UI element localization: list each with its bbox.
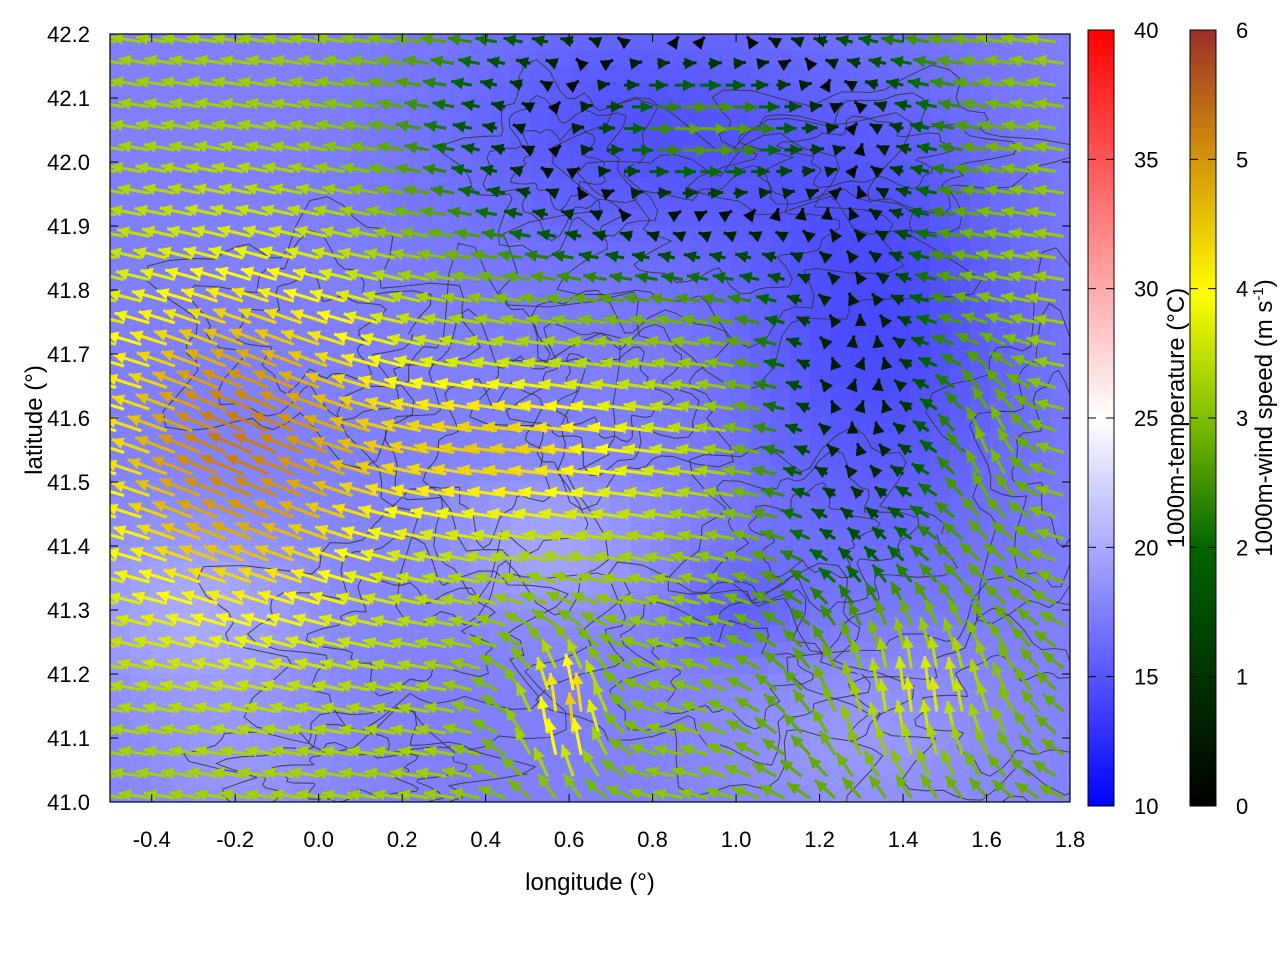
y-tick-label: 41.6 <box>47 406 90 431</box>
wind-colorbar-tick-label: 4 <box>1236 277 1248 302</box>
wind-colorbar: 0 1 2 3 4 5 6 1000m-wind speed (m s-1) <box>1189 18 1278 819</box>
temperature-colorbar-title: 1000m-temperature (°C) <box>1163 288 1190 548</box>
temperature-colorbar-tick-label: 25 <box>1134 406 1158 431</box>
wind-colorbar-tick-label: 6 <box>1236 18 1248 43</box>
wind-vectors <box>110 34 1065 801</box>
y-tick-label: 41.3 <box>47 598 90 623</box>
x-tick-label: 1.2 <box>804 827 835 852</box>
wind-colorbar-tick-label: 1 <box>1236 665 1248 690</box>
x-axis-title: longitude (°) <box>525 869 655 896</box>
y-axis: 41.0 41.1 41.2 41.3 41.4 41.5 41.6 41.7 41.8 41.9… <box>47 22 1070 815</box>
wind-colorbar-tick-label: 2 <box>1236 535 1248 560</box>
y-tick-label: 42.1 <box>47 86 90 111</box>
y-tick-label: 41.2 <box>47 662 90 687</box>
x-tick-label: 0.4 <box>470 827 501 852</box>
y-axis-title: latitude (°) <box>21 365 48 475</box>
x-tick-label: 1.8 <box>1055 827 1086 852</box>
wind-title-main: 1000m-wind speed (m s <box>1251 301 1278 557</box>
y-tick-label: 41.4 <box>47 534 90 559</box>
y-tick-label: 42.0 <box>47 150 90 175</box>
wind-colorbar-tick-label: 0 <box>1236 794 1248 819</box>
x-tick-label: 0.6 <box>554 827 585 852</box>
x-tick-label: 1.6 <box>971 827 1002 852</box>
temperature-colorbar-tick-label: 20 <box>1134 535 1158 560</box>
x-tick-label: -0.4 <box>133 827 171 852</box>
plot-area <box>110 34 1070 802</box>
x-tick-label: 0.0 <box>303 827 334 852</box>
x-axis: -0.4 -0.2 0.0 0.2 0.4 0.6 0.8 1.0 1.2 1.4 1.6 1.8 <box>133 34 1086 852</box>
wind-title-end: ) <box>1251 279 1278 287</box>
temperature-colorbar-tick-label: 10 <box>1134 794 1158 819</box>
temperature-colorbar-tick-label: 15 <box>1134 665 1158 690</box>
y-tick-label: 41.1 <box>47 726 90 751</box>
temperature-colorbar-tick-label: 40 <box>1134 18 1158 43</box>
y-tick-label: 41.7 <box>47 342 90 367</box>
x-tick-label: -0.2 <box>216 827 254 852</box>
wind-title-sup: -1 <box>1250 287 1267 300</box>
x-tick-label: 0.8 <box>637 827 668 852</box>
x-tick-label: 1.4 <box>888 827 919 852</box>
temperature-colorbar-tick-label: 35 <box>1134 147 1158 172</box>
y-tick-label: 41.5 <box>47 470 90 495</box>
y-tick-label: 41.9 <box>47 214 90 239</box>
wind-colorbar-tick-label: 3 <box>1236 406 1248 431</box>
temperature-colorbar-tick-label: 30 <box>1134 277 1158 302</box>
x-tick-label: 1.0 <box>721 827 752 852</box>
y-tick-label: 41.0 <box>47 790 90 815</box>
temperature-colorbar: 10 15 20 25 30 35 40 1000m-temperature (°C) <box>1087 18 1190 819</box>
wind-colorbar-title: 1000m-wind speed (m s-1) <box>1250 279 1278 556</box>
x-tick-label: 0.2 <box>387 827 418 852</box>
y-tick-label: 42.2 <box>47 22 90 47</box>
wind-colorbar-tick-label: 5 <box>1236 147 1248 172</box>
y-tick-label: 41.8 <box>47 278 90 303</box>
